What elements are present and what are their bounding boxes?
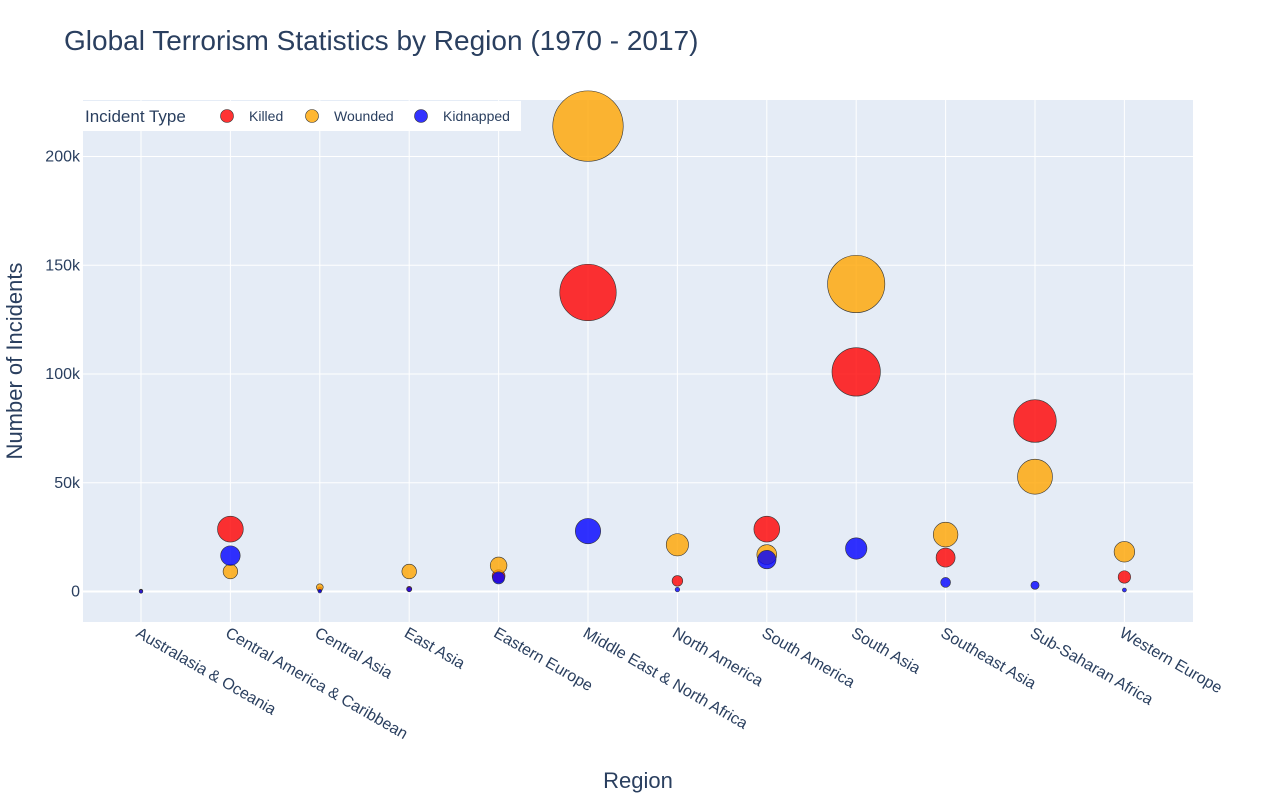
x-tick-label: East Asia [401, 625, 467, 673]
marker-killed-6 [671, 575, 684, 587]
legend-label-wounded: Wounded [334, 108, 394, 124]
marker-wounded-6 [665, 533, 689, 557]
marker-kidnapped-7 [757, 550, 777, 570]
marker-kidnapped-8 [845, 537, 868, 560]
marker-killed-1 [217, 515, 244, 543]
y-tick-label: 150k [45, 257, 81, 274]
y-axis-title: Number of Incidents [2, 263, 27, 460]
y-tick-label: 0 [71, 584, 80, 601]
x-tick-label: South America [759, 625, 858, 692]
marker-kidnapped-9 [940, 577, 951, 588]
marker-killed-11 [1117, 570, 1131, 584]
marker-kidnapped-3 [406, 586, 412, 593]
legend-swatch-wounded [305, 109, 319, 123]
markers [138, 90, 1136, 594]
marker-kidnapped-4 [492, 571, 505, 585]
y-tick-label: 100k [45, 366, 81, 383]
plot-area [83, 100, 1193, 622]
x-axis-title: Region [603, 768, 673, 793]
marker-wounded-11 [1113, 541, 1136, 563]
legend-label-kidnapped: Kidnapped [443, 108, 510, 124]
chart-title: Global Terrorism Statistics by Region (1… [64, 25, 698, 56]
marker-wounded-5 [552, 90, 624, 162]
legend-swatch-kidnapped [414, 109, 428, 123]
legend-title: Incident Type [85, 107, 186, 126]
marker-kidnapped-5 [575, 518, 601, 545]
marker-wounded-9 [932, 521, 959, 548]
y-tick-label: 200k [45, 149, 81, 166]
legend-swatch-killed [220, 109, 234, 123]
y-tick-label: 50k [54, 475, 81, 492]
y-axis-ticks: 0 50k 100k 150k 200k [45, 149, 81, 601]
marker-kidnapped-0 [138, 589, 144, 594]
x-tick-label: Central America & Caribbean [222, 625, 410, 743]
marker-killed-8 [831, 347, 881, 397]
marker-wounded-10 [1017, 458, 1053, 495]
marker-wounded-4 [489, 556, 508, 575]
marker-wounded-3 [401, 563, 417, 580]
x-tick-label: South Asia [848, 625, 923, 678]
legend-label-killed: Killed [249, 108, 283, 124]
marker-kidnapped-6 [674, 587, 680, 593]
marker-kidnapped-2 [317, 589, 322, 594]
x-tick-label: Middle East & North Africa [580, 625, 750, 733]
marker-kidnapped-1 [220, 545, 241, 566]
marker-wounded-1 [222, 563, 239, 580]
x-tick-label: Central Asia [312, 625, 395, 683]
legend: Incident Type Killed Wounded Kidnapped [79, 101, 521, 131]
marker-kidnapped-10 [1030, 580, 1040, 590]
marker-killed-7 [753, 515, 781, 543]
marker-wounded-8 [827, 255, 886, 313]
marker-killed-9 [935, 547, 956, 568]
x-tick-label: Eastern Europe [491, 625, 596, 695]
marker-killed-10 [1013, 399, 1057, 443]
legend-background [79, 101, 521, 131]
marker-killed-5 [559, 263, 617, 322]
marker-kidnapped-11 [1122, 587, 1127, 593]
x-tick-label: Southeast Asia [938, 625, 1039, 693]
